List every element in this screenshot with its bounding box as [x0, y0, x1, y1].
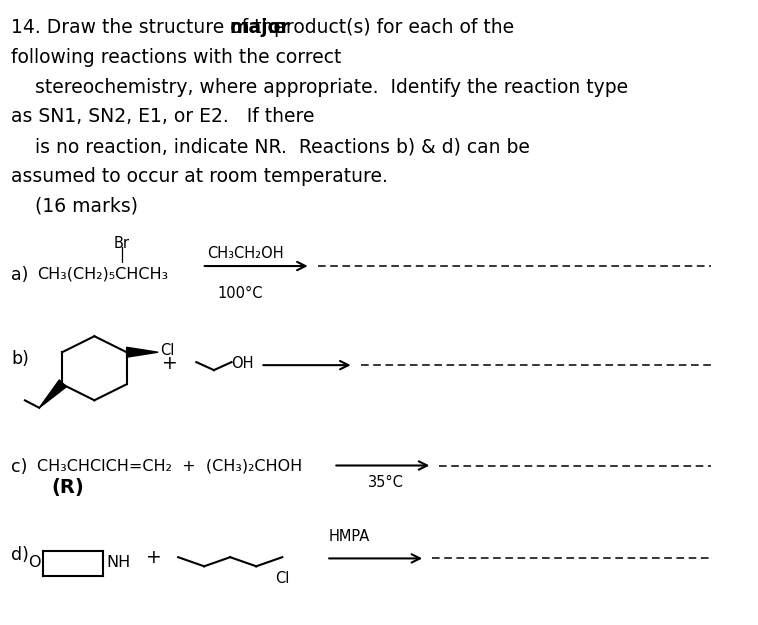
Text: (R): (R): [52, 478, 84, 497]
Text: major: major: [230, 18, 290, 38]
Text: 35°C: 35°C: [368, 476, 404, 491]
Text: CH₃(CH₂)₅CHCH₃: CH₃(CH₂)₅CHCH₃: [37, 266, 168, 281]
Text: following reactions with the correct: following reactions with the correct: [11, 48, 342, 67]
Text: O: O: [29, 555, 41, 570]
Text: (16 marks): (16 marks): [11, 197, 139, 216]
Text: as SN1, SN2, E1, or E2.   If there: as SN1, SN2, E1, or E2. If there: [11, 107, 315, 126]
Text: |: |: [120, 248, 124, 264]
Text: 14. Draw the structure of the: 14. Draw the structure of the: [11, 18, 291, 38]
Text: Cl: Cl: [275, 571, 290, 586]
Text: HMPA: HMPA: [328, 529, 370, 544]
Text: CH₃CHClCH=CH₂  +  (CH₃)₂CHOH: CH₃CHClCH=CH₂ + (CH₃)₂CHOH: [37, 458, 302, 473]
Text: is no reaction, indicate NR.  Reactions b) & d) can be: is no reaction, indicate NR. Reactions b…: [11, 138, 531, 156]
Text: b): b): [11, 349, 30, 368]
Text: Br: Br: [114, 236, 130, 251]
Text: NH: NH: [107, 555, 131, 570]
Text: 100°C: 100°C: [218, 286, 263, 301]
Text: a): a): [11, 266, 29, 284]
Text: OH: OH: [231, 356, 254, 371]
Text: c): c): [11, 458, 28, 476]
Text: Cl: Cl: [160, 343, 174, 358]
Polygon shape: [39, 380, 67, 408]
Text: +: +: [146, 548, 161, 567]
Text: +: +: [161, 354, 177, 373]
Text: d): d): [11, 546, 30, 564]
Text: CH₃CH₂OH: CH₃CH₂OH: [207, 246, 283, 261]
Text: assumed to occur at room temperature.: assumed to occur at room temperature.: [11, 167, 388, 186]
Text: stereochemistry, where appropriate.  Identify the reaction type: stereochemistry, where appropriate. Iden…: [11, 78, 628, 97]
Text: product(s) for each of the: product(s) for each of the: [268, 18, 514, 38]
Polygon shape: [127, 348, 158, 358]
